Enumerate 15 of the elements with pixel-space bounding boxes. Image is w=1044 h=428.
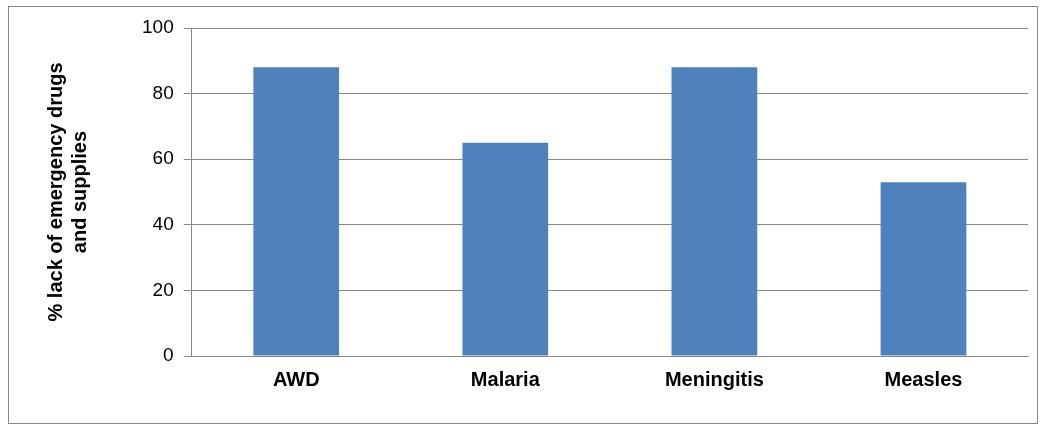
y-tick-label: 100 [142, 16, 174, 38]
y-tick-label: 60 [152, 147, 174, 169]
y-axis-title: % lack of emergency drugs and supplies [43, 62, 90, 322]
bar [880, 182, 967, 356]
x-tick-label: AWD [272, 367, 320, 390]
x-tick-label: Malaria [470, 367, 541, 390]
x-tick-label: Measles [884, 367, 963, 390]
bar [671, 67, 758, 356]
bar [462, 142, 549, 356]
y-tick-label: 80 [152, 81, 174, 103]
y-tick-label: 40 [152, 213, 174, 235]
y-tick-label: 20 [152, 278, 174, 300]
x-tick-label: Meningitis [664, 367, 764, 390]
y-tick-label: 0 [163, 344, 174, 366]
bar [253, 67, 340, 356]
